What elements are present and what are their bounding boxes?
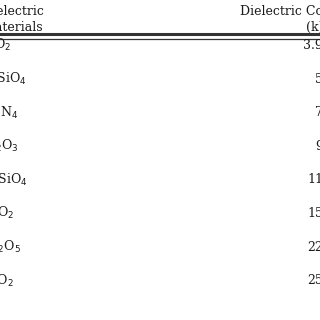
Text: ZrO$_2$: ZrO$_2$	[0, 273, 14, 289]
Text: (k): (k)	[306, 21, 320, 34]
Text: 15: 15	[307, 207, 320, 220]
Text: 25: 25	[308, 274, 320, 287]
Text: 3.9: 3.9	[303, 39, 320, 52]
Text: 22: 22	[308, 241, 320, 253]
Text: 11: 11	[307, 173, 320, 186]
Text: ZrSiO$_4$: ZrSiO$_4$	[0, 71, 27, 87]
Text: Materials: Materials	[0, 21, 43, 34]
Text: HfSiO$_4$: HfSiO$_4$	[0, 172, 28, 188]
Text: SiO$_2$: SiO$_2$	[0, 37, 12, 53]
Text: 9: 9	[315, 140, 320, 153]
Text: Ta$_2$O$_5$: Ta$_2$O$_5$	[0, 239, 21, 255]
Text: 7: 7	[315, 106, 320, 119]
Text: Dielectric: Dielectric	[0, 5, 44, 18]
Text: Dielectric Co: Dielectric Co	[240, 5, 320, 18]
Text: HfO$_2$: HfO$_2$	[0, 205, 15, 221]
Text: 5: 5	[315, 73, 320, 85]
Text: Al$_2$O$_3$: Al$_2$O$_3$	[0, 138, 19, 154]
Text: Si$_3$N$_4$: Si$_3$N$_4$	[0, 105, 19, 121]
